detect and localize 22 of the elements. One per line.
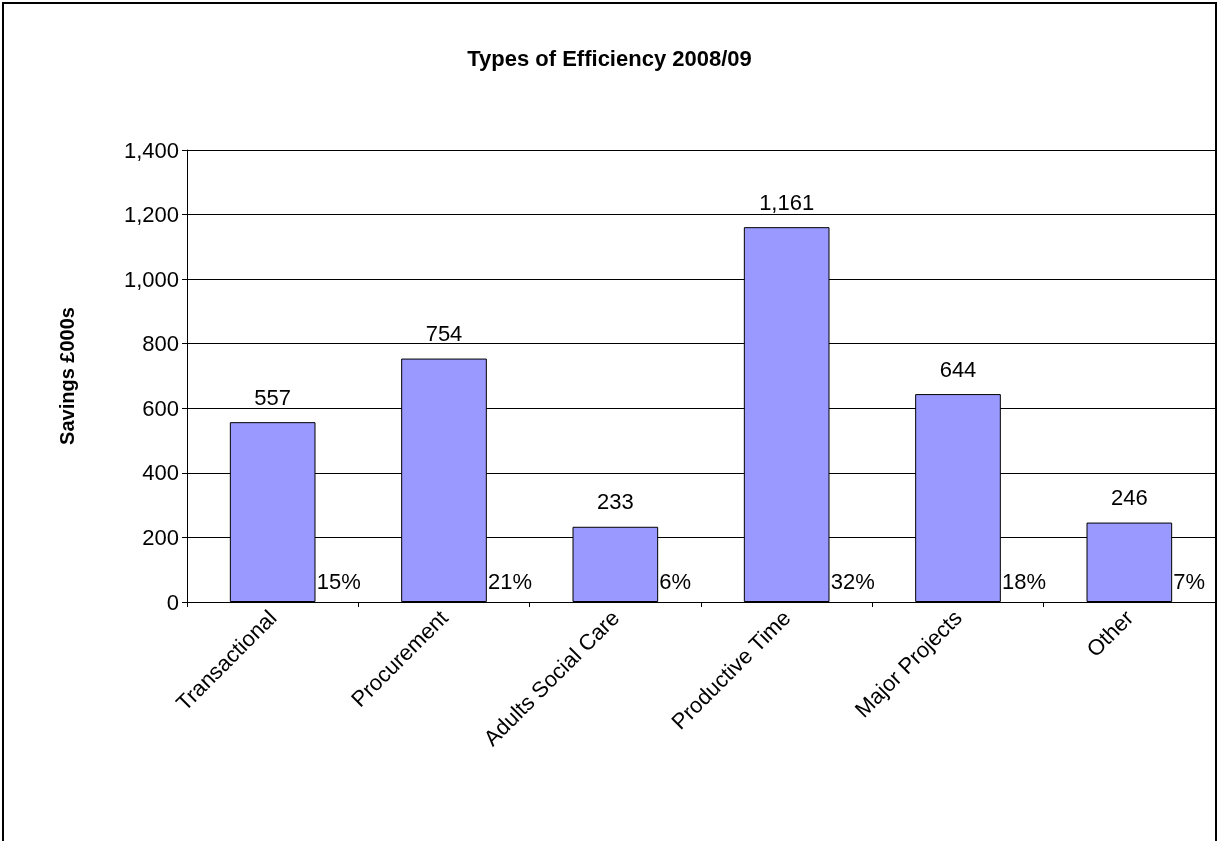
y-tick-label: 400 xyxy=(142,460,179,486)
data-label: 644 xyxy=(939,356,977,382)
annotation: 15% xyxy=(316,568,361,594)
data-label: 1,161 xyxy=(759,189,815,215)
y-tick-label: 1,400 xyxy=(123,137,179,163)
annotation: 32% xyxy=(830,568,875,594)
annotation: 21% xyxy=(488,568,533,594)
y-axis-title: Savings £000s xyxy=(56,307,78,445)
annotation: 18% xyxy=(1002,568,1047,594)
data-label: 233 xyxy=(596,489,634,515)
y-tick-label: 800 xyxy=(142,331,179,357)
y-tick-label: 200 xyxy=(142,524,179,550)
y-tick-label: 0 xyxy=(166,589,179,615)
y-tick-label: 1,000 xyxy=(123,266,179,292)
y-tick-label: 1,200 xyxy=(123,202,179,228)
data-label: 754 xyxy=(425,321,463,347)
y-tick-label: 600 xyxy=(142,395,179,421)
data-label: 246 xyxy=(1110,485,1148,511)
data-label: 557 xyxy=(254,384,292,410)
chart-title: Types of Efficiency 2008/09 xyxy=(467,45,752,71)
annotation: 7% xyxy=(1173,568,1206,594)
annotation: 6% xyxy=(659,568,692,594)
